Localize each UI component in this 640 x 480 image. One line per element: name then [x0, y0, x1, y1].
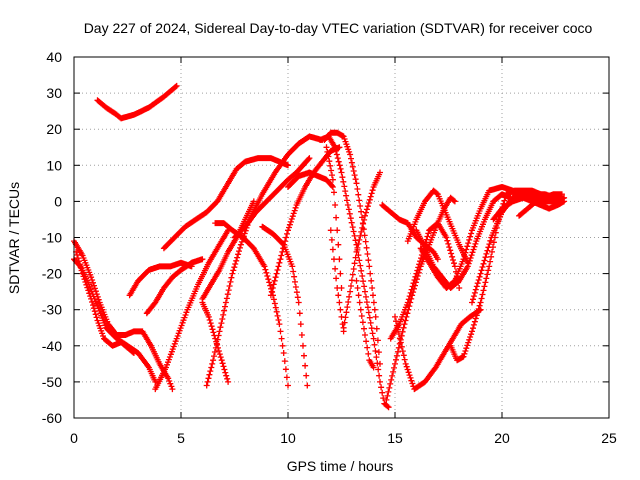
data-series-arc-21 [340, 169, 383, 331]
data-point-markers [327, 227, 347, 335]
data-point-markers [267, 144, 343, 299]
data-series-arc-18 [321, 129, 383, 367]
data-point-markers [387, 220, 463, 342]
data-point-markers [259, 223, 311, 389]
y-tick-label: -30 [42, 302, 62, 318]
data-point-markers [323, 144, 345, 291]
data-point-markers [126, 259, 195, 299]
data-series-arc-19 [323, 144, 345, 291]
data-series-arc-25 [387, 220, 463, 342]
data-series-arc-07 [143, 256, 206, 317]
data-point-markers [516, 191, 565, 219]
y-tick-label: -10 [42, 230, 62, 246]
data-point-markers [231, 155, 313, 241]
data-series-arc-01 [94, 82, 180, 122]
data-series-arc-28 [413, 191, 514, 291]
data-point-markers [160, 155, 291, 252]
y-tick-label: -60 [42, 410, 62, 426]
data-series-arc-04 [73, 248, 137, 356]
data-series-arc-03 [71, 238, 176, 393]
data-series-arc-20 [327, 227, 347, 335]
data-series-arc-27 [392, 306, 484, 393]
y-tick-label: 20 [46, 121, 62, 137]
data-series-arc-06 [152, 227, 232, 393]
axes: 0 5 10 15 20 25 -60 -50 -40 -30 -20 -10 0 10 20 30 40 [42, 49, 617, 446]
x-tick-label: 5 [177, 430, 185, 446]
data-series-arc-16 [285, 169, 336, 190]
data-series-arc-13 [231, 155, 313, 241]
y-tick-label: -40 [42, 338, 62, 354]
y-axis-label: SDTVAR / TECUs [6, 182, 22, 294]
y-tick-label: 40 [46, 49, 62, 65]
data-series-arc-05 [126, 259, 195, 299]
data-point-markers [285, 169, 336, 190]
data-series-arc-14 [259, 223, 311, 389]
x-tick-label: 20 [494, 430, 510, 446]
y-tick-label: -20 [42, 266, 62, 282]
data-point-markers [404, 187, 471, 266]
chart-title: Day 227 of 2024, Sidereal Day-to-day VTE… [84, 20, 593, 36]
data-points [71, 82, 568, 411]
x-tick-label: 10 [280, 430, 296, 446]
data-point-markers [353, 277, 377, 371]
x-tick-label: 15 [387, 430, 403, 446]
data-point-markers [392, 306, 484, 393]
y-tick-label: 10 [46, 157, 62, 173]
data-point-markers [321, 129, 383, 367]
data-series-arc-24 [383, 194, 458, 403]
data-point-markers [73, 248, 137, 356]
data-series-arc-15 [267, 144, 343, 299]
plot-frame [73, 56, 610, 419]
y-tick-label: 0 [54, 193, 62, 209]
data-point-markers [199, 299, 232, 385]
x-axis-label: GPS time / hours [287, 458, 394, 474]
data-point-markers [152, 227, 232, 393]
data-series-arc-26 [404, 187, 471, 266]
data-point-markers [71, 238, 176, 393]
data-series-arc-34 [516, 191, 565, 219]
data-point-markers [383, 194, 458, 403]
data-point-markers [413, 191, 514, 291]
data-series-arc-11 [199, 299, 232, 385]
x-tick-label: 25 [601, 430, 617, 446]
data-point-markers [94, 82, 180, 122]
data-point-markers [340, 169, 383, 331]
y-tick-label: 30 [46, 85, 62, 101]
data-series-arc-22 [353, 277, 377, 371]
data-point-markers [143, 256, 206, 317]
grid-lines [74, 57, 609, 418]
data-series-arc-08 [160, 155, 291, 252]
y-tick-label: -50 [42, 374, 62, 390]
x-tick-label: 0 [70, 430, 78, 446]
